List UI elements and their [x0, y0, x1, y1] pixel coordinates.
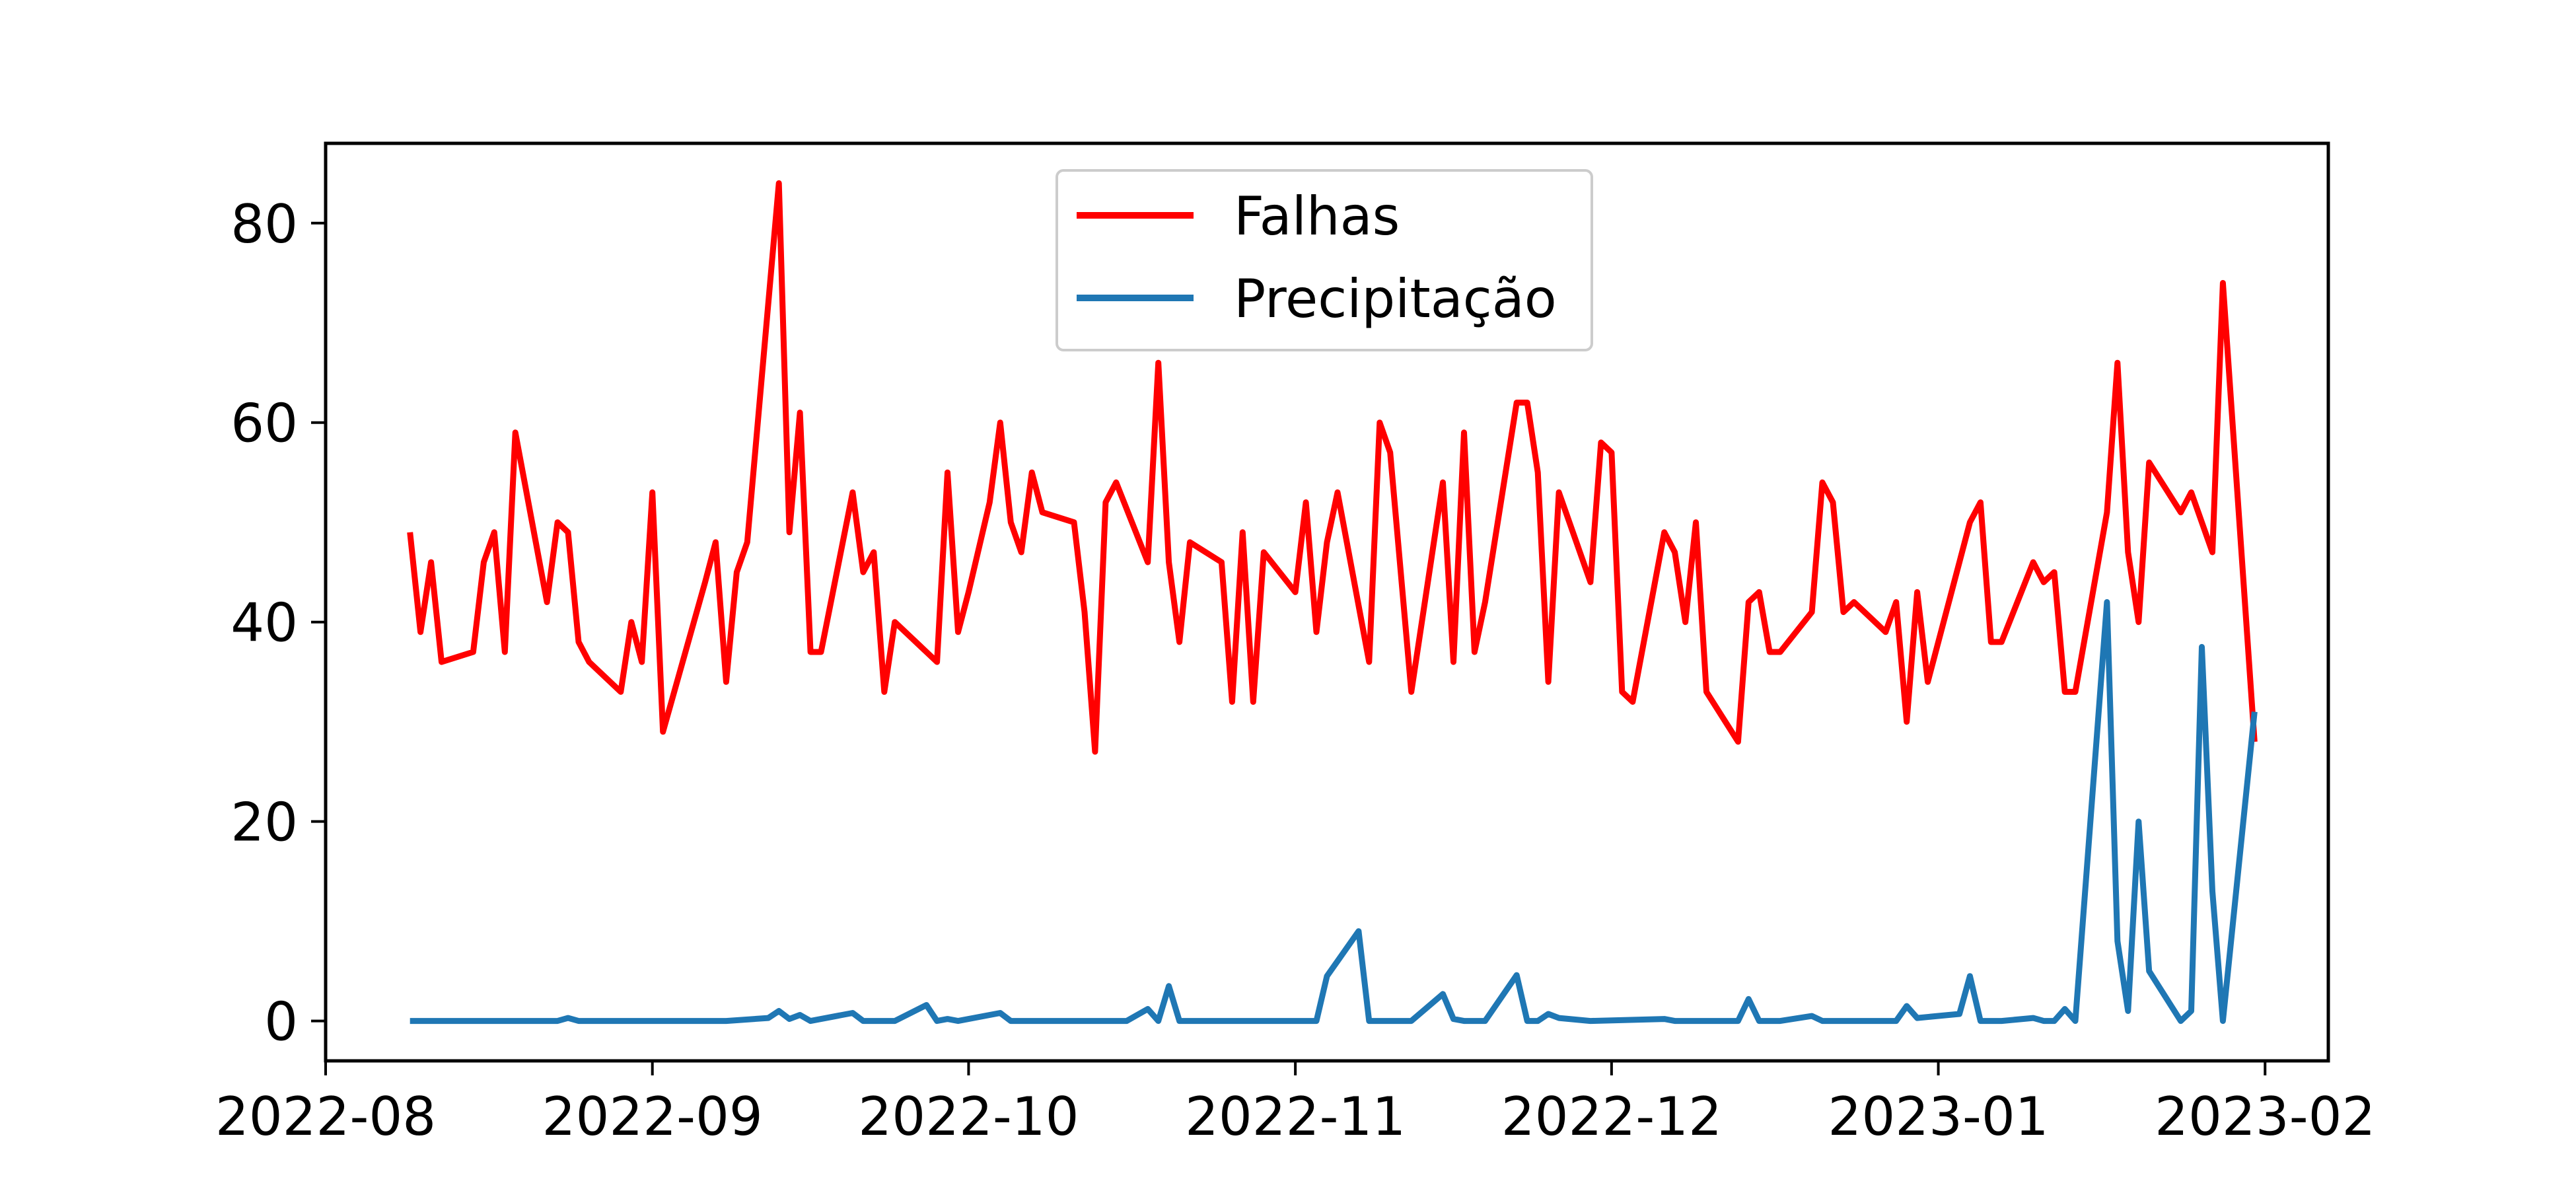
- x-tick-label: 2022-09: [542, 1086, 763, 1147]
- legend: Falhas Precipitação: [1055, 169, 1593, 351]
- legend-label-falhas: Falhas: [1234, 186, 1400, 247]
- x-tick-label: 2022-10: [858, 1086, 1079, 1147]
- y-tick-label: 20: [231, 792, 298, 853]
- y-tick-label: 0: [264, 991, 298, 1053]
- series-line-precipitacao: [410, 599, 2258, 1025]
- legend-label-precipitacao: Precipitação: [1234, 268, 1557, 330]
- series-layer: [407, 180, 2258, 1025]
- y-tick-label: 40: [231, 593, 298, 654]
- series-line-falhas: [407, 180, 2258, 755]
- x-axis: 2022-08 2022-09 2022-10 2022-11 2022-12 2023-…: [215, 1061, 2375, 1147]
- y-tick-label: 60: [231, 393, 298, 454]
- x-tick-label: 2022-08: [215, 1086, 436, 1147]
- plot-frame: [324, 141, 2330, 1063]
- y-axis: 0 20 40 60 80: [231, 194, 326, 1053]
- x-tick-label: 2023-01: [1828, 1086, 2048, 1147]
- y-tick-label: 80: [231, 194, 298, 255]
- x-tick-label: 2022-11: [1185, 1086, 1406, 1147]
- x-tick-label: 2023-02: [2155, 1086, 2375, 1147]
- x-tick-label: 2022-12: [1501, 1086, 1722, 1147]
